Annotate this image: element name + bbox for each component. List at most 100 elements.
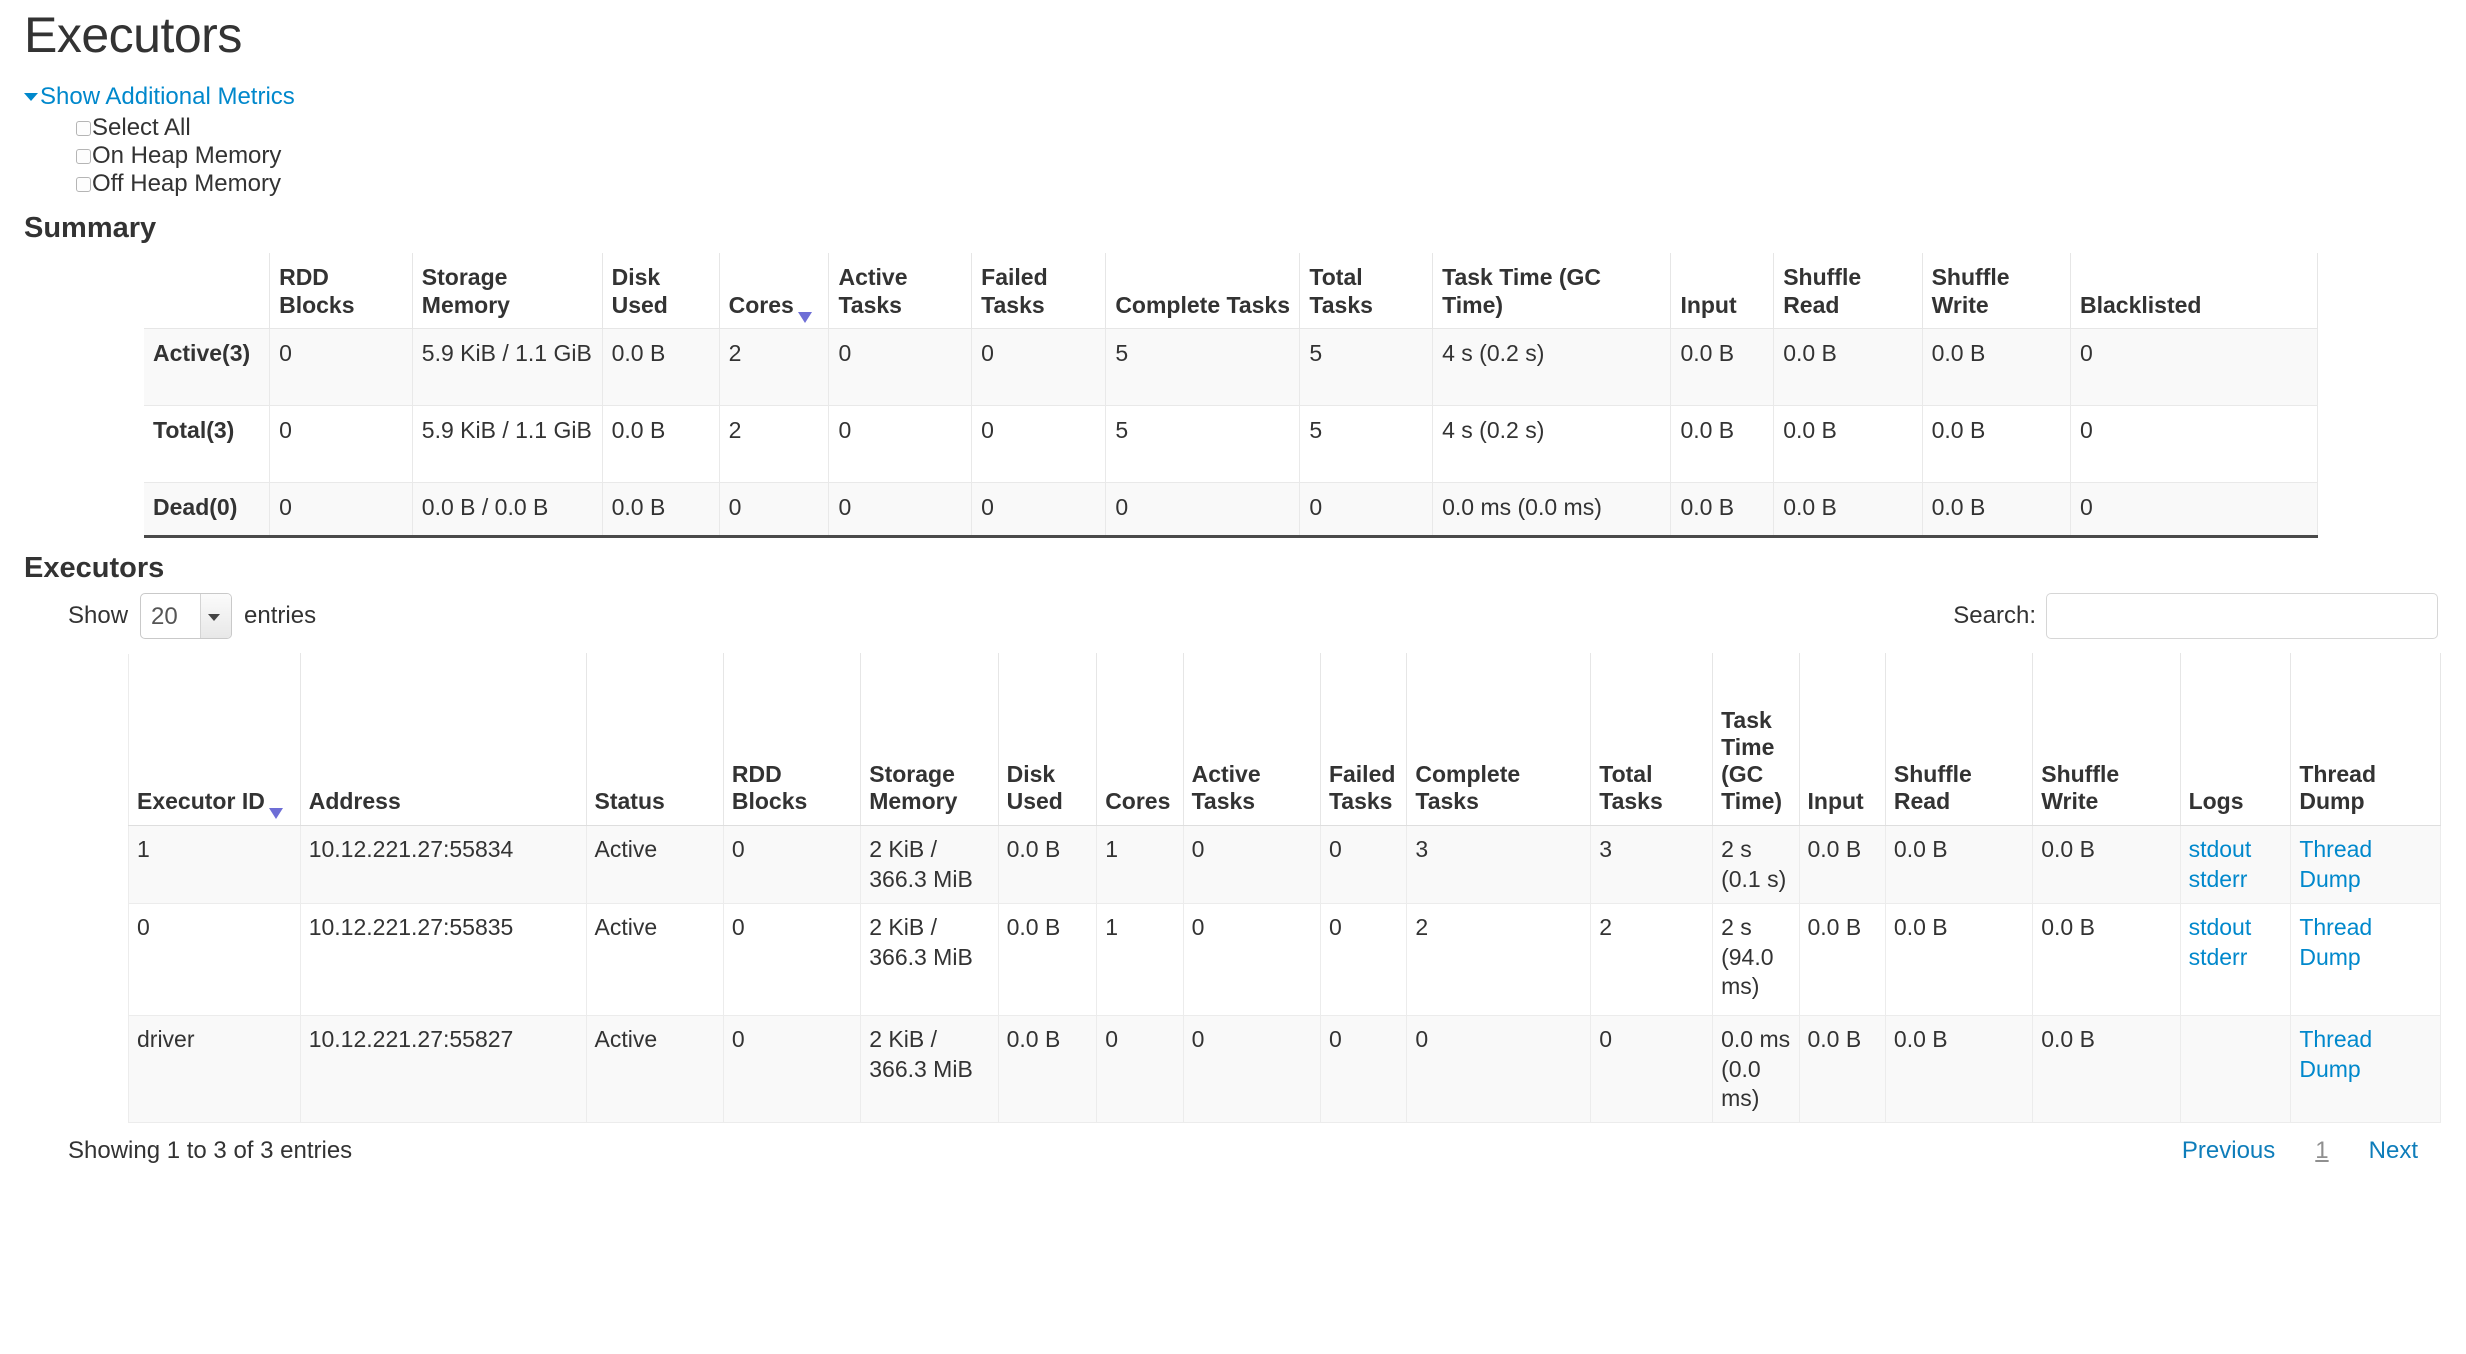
summary-cell-total-tasks: 0 xyxy=(1299,482,1434,538)
cell-address: 10.12.221.27:55834 xyxy=(299,825,587,905)
entries-info: Showing 1 to 3 of 3 entries xyxy=(68,1137,353,1165)
col-rdd-blocks[interactable]: RDD Blocks xyxy=(722,653,862,827)
summary-cell-cores: 0 xyxy=(718,482,830,538)
summary-col-total-tasks[interactable]: Total Tasks xyxy=(1299,253,1434,330)
off-heap-memory-label: Off Heap Memory xyxy=(92,170,281,198)
col-failed-tasks[interactable]: Failed Tasks xyxy=(1319,653,1408,827)
summary-row-active: Active(3) 0 5.9 KiB / 1.1 GiB 0.0 B 2 0 … xyxy=(144,328,2318,407)
cell-logs xyxy=(2179,1015,2292,1124)
summary-cell-input: 0.0 B xyxy=(1670,405,1775,484)
col-thread-dump[interactable]: Thread Dump xyxy=(2290,653,2441,827)
cell-address: 10.12.221.27:55827 xyxy=(299,1015,587,1124)
cell-thread-dump: Thread Dump xyxy=(2290,1015,2441,1124)
summary-header-row: RDD Blocks Storage Memory Disk Used Core… xyxy=(144,253,2318,330)
cell-input: 0.0 B xyxy=(1798,1015,1886,1124)
summary-cell-task-time: 4 s (0.2 s) xyxy=(1432,328,1672,407)
col-cores[interactable]: Cores xyxy=(1096,653,1184,827)
table-row: driver 10.12.221.27:55827 Active 0 2 KiB… xyxy=(128,1015,2441,1124)
status-badge: Active xyxy=(585,903,724,1017)
cell-cores: 1 xyxy=(1096,903,1184,1017)
col-status[interactable]: Status xyxy=(585,653,724,827)
summary-cell-shuffle-write: 0.0 B xyxy=(1921,405,2072,484)
stdout-link[interactable]: stdout xyxy=(2188,836,2252,863)
cell-shuffle-read: 0.0 B xyxy=(1884,1015,2034,1124)
col-storage-memory[interactable]: Storage Memory xyxy=(860,653,999,827)
executors-page: Executors Show Additional Metrics Select… xyxy=(0,8,2466,1165)
additional-metrics-list: Select All On Heap Memory Off Heap Memor… xyxy=(24,114,2442,198)
col-address[interactable]: Address xyxy=(299,653,587,827)
cell-storage-memory: 2 KiB / 366.3 MiB xyxy=(860,825,999,905)
summary-cell-rdd-blocks: 0 xyxy=(269,482,413,538)
summary-cell-total-tasks: 5 xyxy=(1299,328,1434,407)
cell-shuffle-read: 0.0 B xyxy=(1884,903,2034,1017)
page-length-select-wrapper[interactable]: 20 40 60 100 xyxy=(140,593,233,640)
col-input[interactable]: Input xyxy=(1798,653,1886,827)
thread-dump-link[interactable]: Thread Dump xyxy=(2299,914,2373,970)
summary-cell-disk-used: 0.0 B xyxy=(601,328,720,407)
executors-table: Executor ID Address Status RDD Blocks St… xyxy=(128,653,2441,1124)
select-all-checkbox[interactable] xyxy=(76,121,91,137)
col-disk-used[interactable]: Disk Used xyxy=(997,653,1098,827)
summary-col-shuffle-read[interactable]: Shuffle Read xyxy=(1773,253,1923,330)
col-active-tasks[interactable]: Active Tasks xyxy=(1182,653,1321,827)
col-task-time[interactable]: Task Time (GC Time) xyxy=(1712,653,1800,827)
summary-col-blank[interactable] xyxy=(144,253,271,330)
page-number-1[interactable]: 1 xyxy=(2315,1137,2329,1165)
cell-active-tasks: 0 xyxy=(1182,825,1321,905)
summary-row-label: Total(3) xyxy=(144,405,271,484)
summary-cell-active-tasks: 0 xyxy=(828,328,973,407)
col-shuffle-write[interactable]: Shuffle Write xyxy=(2032,653,2181,827)
thread-dump-link[interactable]: Thread Dump xyxy=(2299,1026,2373,1082)
summary-col-task-time[interactable]: Task Time (GC Time) xyxy=(1432,253,1672,330)
summary-col-input[interactable]: Input xyxy=(1670,253,1775,330)
summary-col-rdd-blocks[interactable]: RDD Blocks xyxy=(269,253,413,330)
search-input[interactable] xyxy=(2046,593,2438,640)
summary-col-cores[interactable]: Cores xyxy=(718,253,830,330)
cell-rdd-blocks: 0 xyxy=(722,903,862,1017)
cell-total-tasks: 0 xyxy=(1590,1015,1714,1124)
entries-label: entries xyxy=(244,602,317,630)
metric-option-select-all[interactable]: Select All xyxy=(76,114,2442,142)
col-executor-id[interactable]: Executor ID xyxy=(128,653,301,827)
metric-option-on-heap-memory[interactable]: On Heap Memory xyxy=(76,142,2442,170)
off-heap-memory-checkbox[interactable] xyxy=(76,177,91,193)
page-length-select[interactable]: 20 40 60 100 xyxy=(140,593,233,640)
col-logs[interactable]: Logs xyxy=(2179,653,2292,827)
next-page-button[interactable]: Next xyxy=(2368,1137,2418,1165)
summary-col-storage-memory[interactable]: Storage Memory xyxy=(411,253,603,330)
summary-cell-total-tasks: 5 xyxy=(1299,405,1434,484)
executors-table-wrapper: Executor ID Address Status RDD Blocks St… xyxy=(24,653,2442,1124)
summary-col-active-tasks[interactable]: Active Tasks xyxy=(828,253,973,330)
col-complete-tasks[interactable]: Complete Tasks xyxy=(1406,653,1592,827)
stderr-link[interactable]: stderr xyxy=(2188,943,2248,970)
page-title: Executors xyxy=(24,7,242,63)
stdout-link[interactable]: stdout xyxy=(2188,914,2252,941)
select-all-label: Select All xyxy=(92,114,191,142)
summary-col-failed-tasks[interactable]: Failed Tasks xyxy=(971,253,1107,330)
metric-option-off-heap-memory[interactable]: Off Heap Memory xyxy=(76,170,2442,198)
cell-input: 0.0 B xyxy=(1798,903,1886,1017)
on-heap-memory-label: On Heap Memory xyxy=(92,142,282,170)
summary-col-disk-used[interactable]: Disk Used xyxy=(601,253,720,330)
show-additional-metrics-toggle[interactable]: Show Additional Metrics xyxy=(24,81,295,112)
summary-table: RDD Blocks Storage Memory Disk Used Core… xyxy=(144,253,2318,539)
summary-cell-shuffle-write: 0.0 B xyxy=(1921,328,2072,407)
cell-logs: stdout stderr xyxy=(2179,903,2292,1017)
summary-col-shuffle-write[interactable]: Shuffle Write xyxy=(1921,253,2072,330)
sort-descending-icon xyxy=(268,808,283,820)
sort-descending-icon xyxy=(797,312,812,324)
cell-task-time: 2 s (0.1 s) xyxy=(1712,825,1800,905)
summary-cell-blacklisted: 0 xyxy=(2070,405,2318,484)
stderr-link[interactable]: stderr xyxy=(2188,865,2248,892)
cell-shuffle-write: 0.0 B xyxy=(2032,1015,2181,1124)
col-total-tasks[interactable]: Total Tasks xyxy=(1590,653,1714,827)
summary-col-complete-tasks[interactable]: Complete Tasks xyxy=(1105,253,1301,330)
previous-page-button[interactable]: Previous xyxy=(2181,1137,2276,1165)
summary-col-blacklisted[interactable]: Blacklisted xyxy=(2070,253,2318,330)
summary-cell-failed-tasks: 0 xyxy=(971,405,1107,484)
on-heap-memory-checkbox[interactable] xyxy=(76,149,91,165)
table-row: 1 10.12.221.27:55834 Active 0 2 KiB / 36… xyxy=(128,825,2441,905)
col-shuffle-read[interactable]: Shuffle Read xyxy=(1884,653,2034,827)
thread-dump-link[interactable]: Thread Dump xyxy=(2299,836,2373,892)
summary-row-dead: Dead(0) 0 0.0 B / 0.0 B 0.0 B 0 0 0 0 0 … xyxy=(144,482,2318,538)
